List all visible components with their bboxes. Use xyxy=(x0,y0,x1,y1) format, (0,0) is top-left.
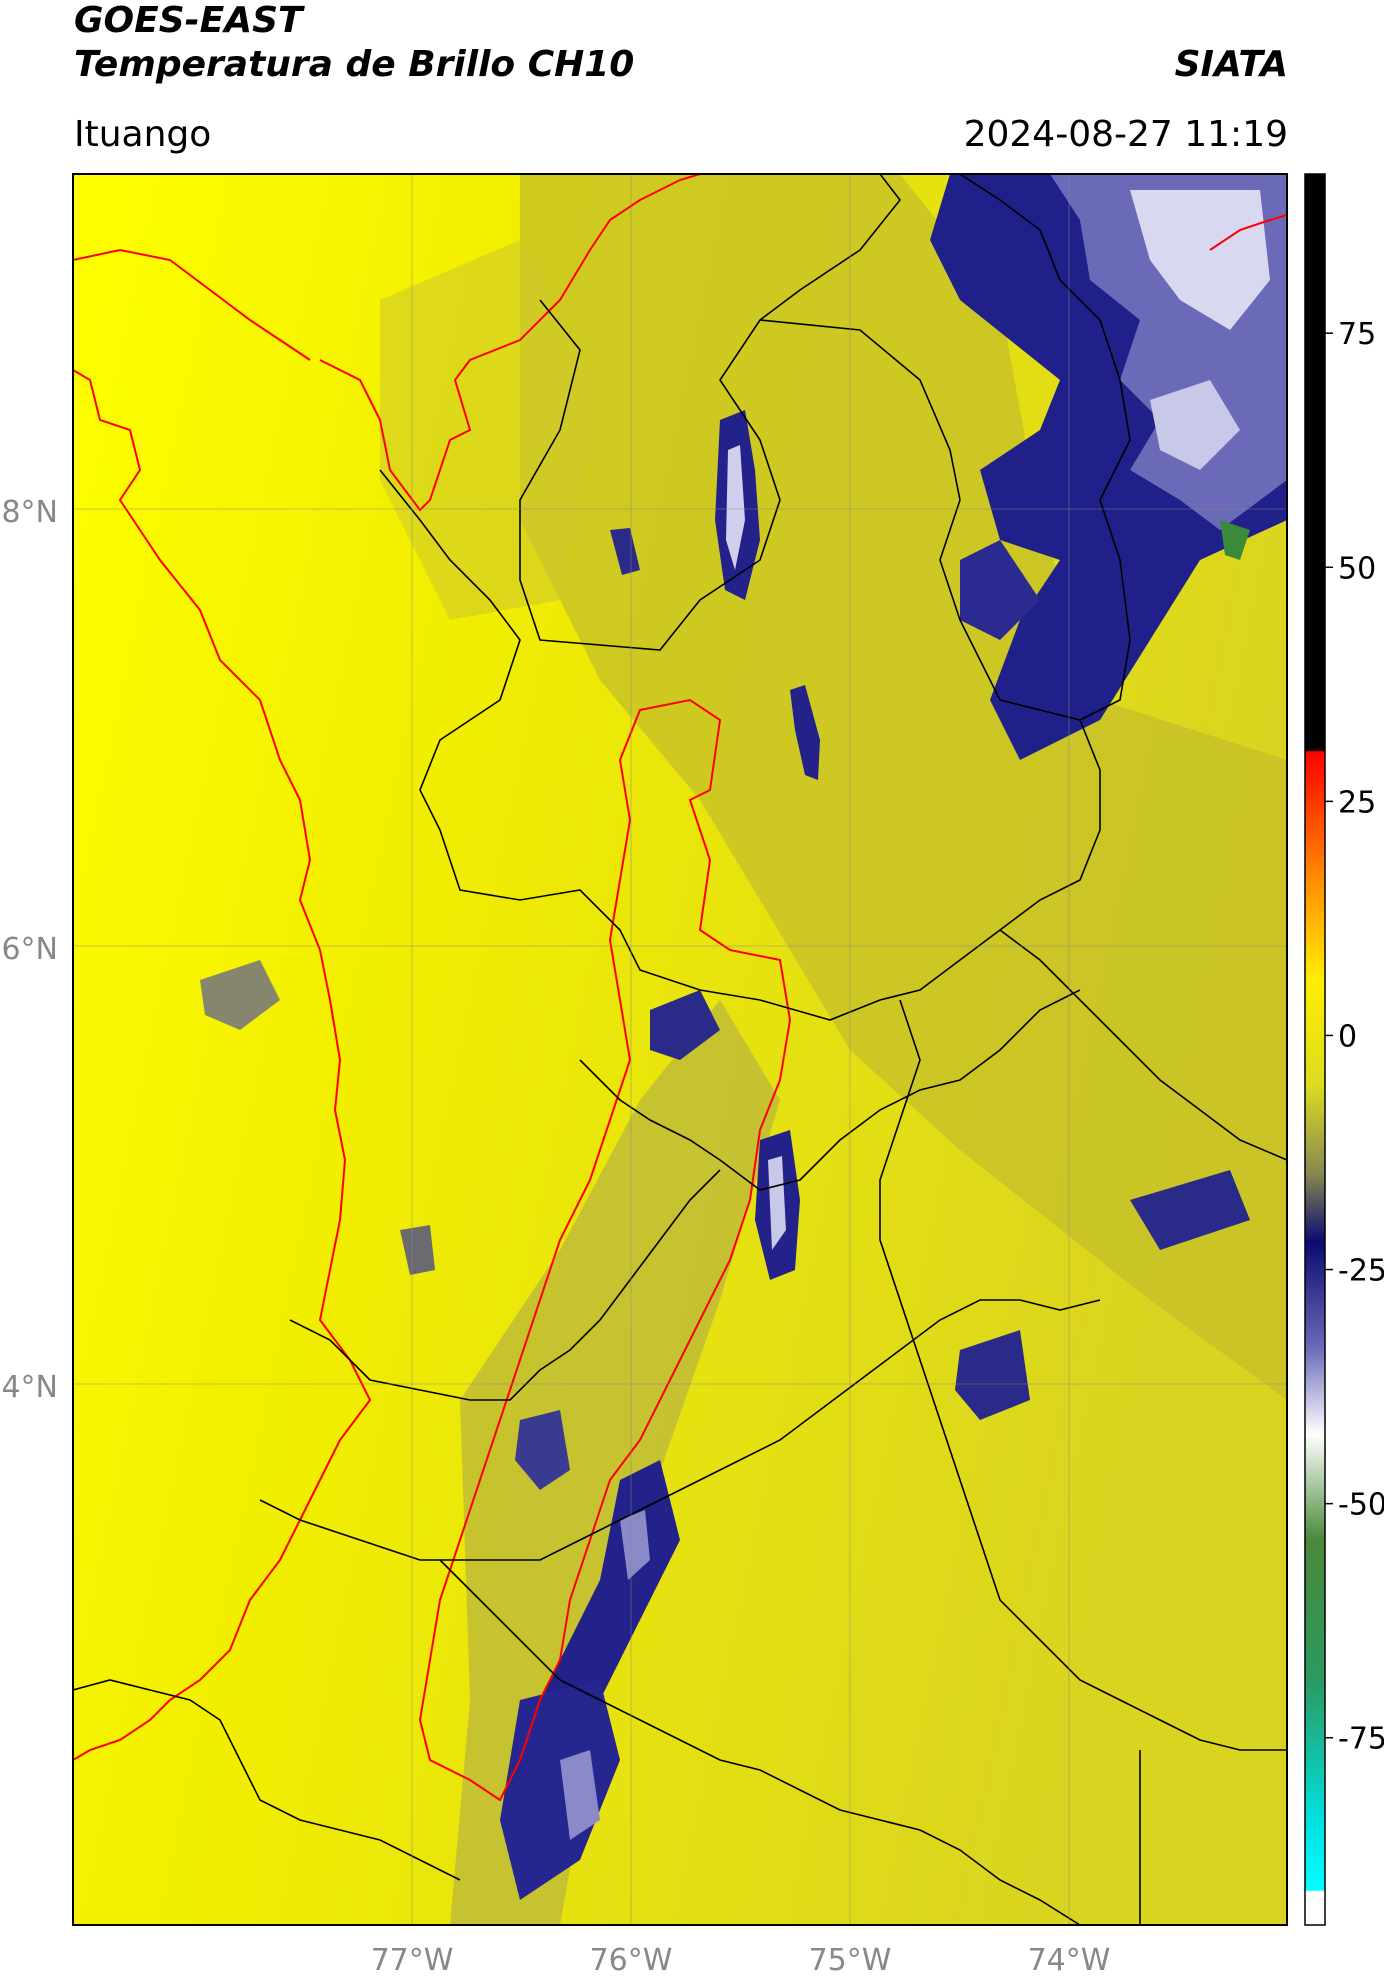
cloud-spot-antioquia xyxy=(650,990,720,1060)
ituango-basin-outline xyxy=(418,698,792,1802)
department-border-sucre xyxy=(759,174,1131,721)
caribbean-coastline xyxy=(319,174,701,512)
organization-label: SIATA xyxy=(1174,44,1288,85)
map-area xyxy=(73,174,1287,1925)
cloud-spot-southwest xyxy=(515,1410,570,1490)
department-border-choco xyxy=(289,1169,721,1401)
cloud-spot-east xyxy=(955,1330,1030,1420)
colorbar-tick-label: 75 xyxy=(1338,317,1376,352)
cloud-light-northeast xyxy=(1130,190,1270,330)
department-border-cauca xyxy=(439,1559,1081,1925)
lon-label-74w: 74°W xyxy=(1028,1943,1111,1978)
map-frame xyxy=(72,173,1288,1926)
lat-label-4n: 4°N xyxy=(1,1370,58,1405)
title-product: Temperatura de Brillo CH10 xyxy=(74,44,635,85)
department-border-cordoba xyxy=(519,174,902,651)
lon-label-75w: 75°W xyxy=(809,1943,892,1978)
cloud-band-far-south xyxy=(500,1680,620,1900)
department-border-antioquia-north xyxy=(379,469,1101,1021)
colorbar: 75 50 25 0 -25 -50 -75 xyxy=(1304,173,1384,1926)
lon-label-76w: 76°W xyxy=(590,1943,673,1978)
olive-region-north xyxy=(520,174,1287,1400)
cloud-band-center-north-core xyxy=(726,445,745,570)
cloud-cell-central-core xyxy=(768,1156,786,1250)
department-border-tolima xyxy=(879,999,1287,1751)
colorbar-gradient xyxy=(1304,173,1326,1926)
colorbar-tick-label: -50 xyxy=(1338,1488,1384,1523)
colorbar-ticks: 75 50 25 0 -25 -50 -75 xyxy=(1325,317,1384,1757)
datetime-label: 2024-08-27 11:19 xyxy=(963,114,1288,155)
pacific-coastline xyxy=(73,369,372,1761)
colorbar-tick-label: 25 xyxy=(1338,785,1376,820)
cloud-navy-east xyxy=(960,540,1040,640)
location-label: Ituango xyxy=(74,114,212,155)
cloud-band-far-south-core xyxy=(560,1750,600,1840)
lon-label-77w: 77°W xyxy=(371,1943,454,1978)
cloud-band-center-mid xyxy=(790,685,820,780)
darien-coastline xyxy=(73,248,311,361)
colorbar-tick-label: 0 xyxy=(1338,1019,1357,1054)
northeast-coastline xyxy=(1209,214,1287,251)
cloud-spot-west xyxy=(610,528,640,575)
department-border-narino xyxy=(73,1679,461,1881)
cloud-coldest-patch xyxy=(1220,520,1250,560)
cloud-band-east xyxy=(1130,1170,1250,1250)
cloud-band-south-core xyxy=(620,1510,650,1580)
title-satellite: GOES-EAST xyxy=(74,0,303,41)
department-border-valle xyxy=(259,1299,1101,1561)
cloud-spot-pacific xyxy=(200,960,280,1030)
cloud-spot-coast xyxy=(400,1225,435,1275)
lat-label-8n: 8°N xyxy=(1,495,58,530)
olive-region-west xyxy=(380,240,600,620)
colorbar-tick-label: -25 xyxy=(1338,1254,1384,1289)
department-border-boyaca xyxy=(999,929,1287,1161)
colorbar-tick-label: 50 xyxy=(1338,551,1376,586)
lat-label-6n: 6°N xyxy=(1,932,58,967)
cloud-light-patch xyxy=(1150,380,1240,470)
department-border-antioquia-south xyxy=(579,989,1081,1191)
olive-region-south xyxy=(450,1000,780,1925)
colorbar-tick-label: -75 xyxy=(1338,1722,1384,1757)
